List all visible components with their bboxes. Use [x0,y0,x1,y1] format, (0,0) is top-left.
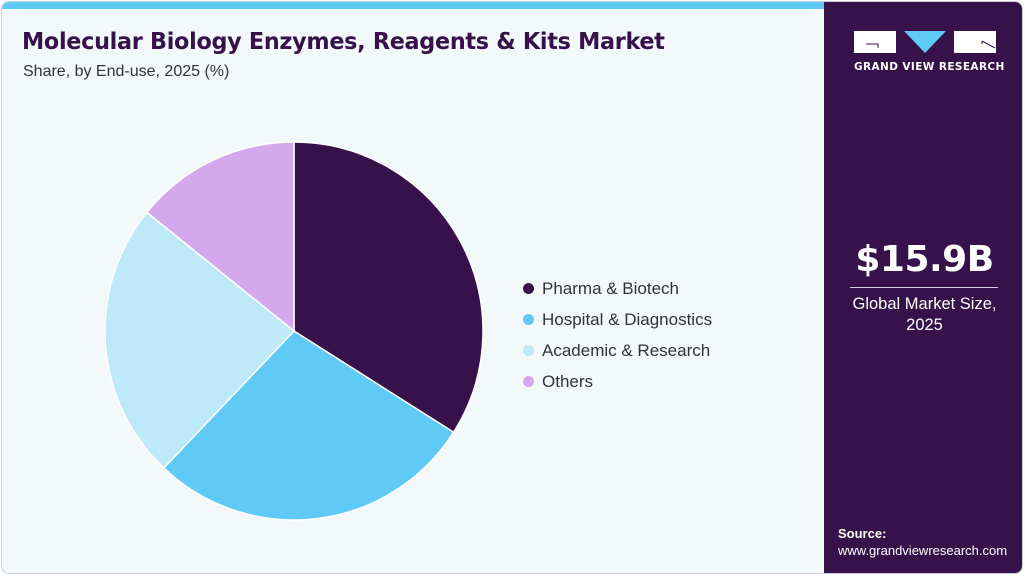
legend-dot-icon [523,376,534,387]
legend-label: Hospital & Diagnostics [542,309,713,329]
chart-legend: Pharma & Biotech Hospital & Diagnostics Ac… [523,273,712,397]
legend-dot-icon [523,283,534,294]
divider [850,287,998,288]
pie-slice-pharma-biotech [293,141,484,434]
sidebar-panel: GRAND VIEW RESEARCH $15.9B Global Market… [824,2,1022,573]
legend-dot-icon [523,314,534,325]
logo-text: GRAND VIEW RESEARCH [854,61,1005,73]
market-size-value: $15.9B [855,239,994,280]
market-size-label: Global Market Size, 2025 [824,294,1022,336]
legend-dot-icon [523,345,534,356]
legend-item: Hospital & Diagnostics [523,304,712,335]
source-label: Source: [838,526,887,541]
pie-slice-academic-research [104,211,296,470]
accent-bar [2,2,824,9]
legend-label: Others [542,371,594,391]
legend-item: Pharma & Biotech [523,273,712,304]
legend-label: Pharma & Biotech [542,278,680,298]
chart-subtitle: Share, by End-use, 2025 (%) [23,63,230,80]
legend-label: Academic & Research [542,340,711,360]
pie-slice-others [145,141,295,333]
grand-view-research-logo-icon [854,31,996,53]
legend-item: Others [523,366,712,397]
market-size-label-line1: Global Market Size, [852,295,997,313]
legend-item: Academic & Research [523,335,712,366]
market-size-label-line2: 2025 [906,316,943,334]
pie-chart [104,141,484,521]
chart-title: Molecular Biology Enzymes, Reagents & Ki… [22,29,665,55]
source-link[interactable]: www.grandviewresearch.com [838,543,1008,558]
pie-slice-hospital-diagnostics [162,330,455,521]
